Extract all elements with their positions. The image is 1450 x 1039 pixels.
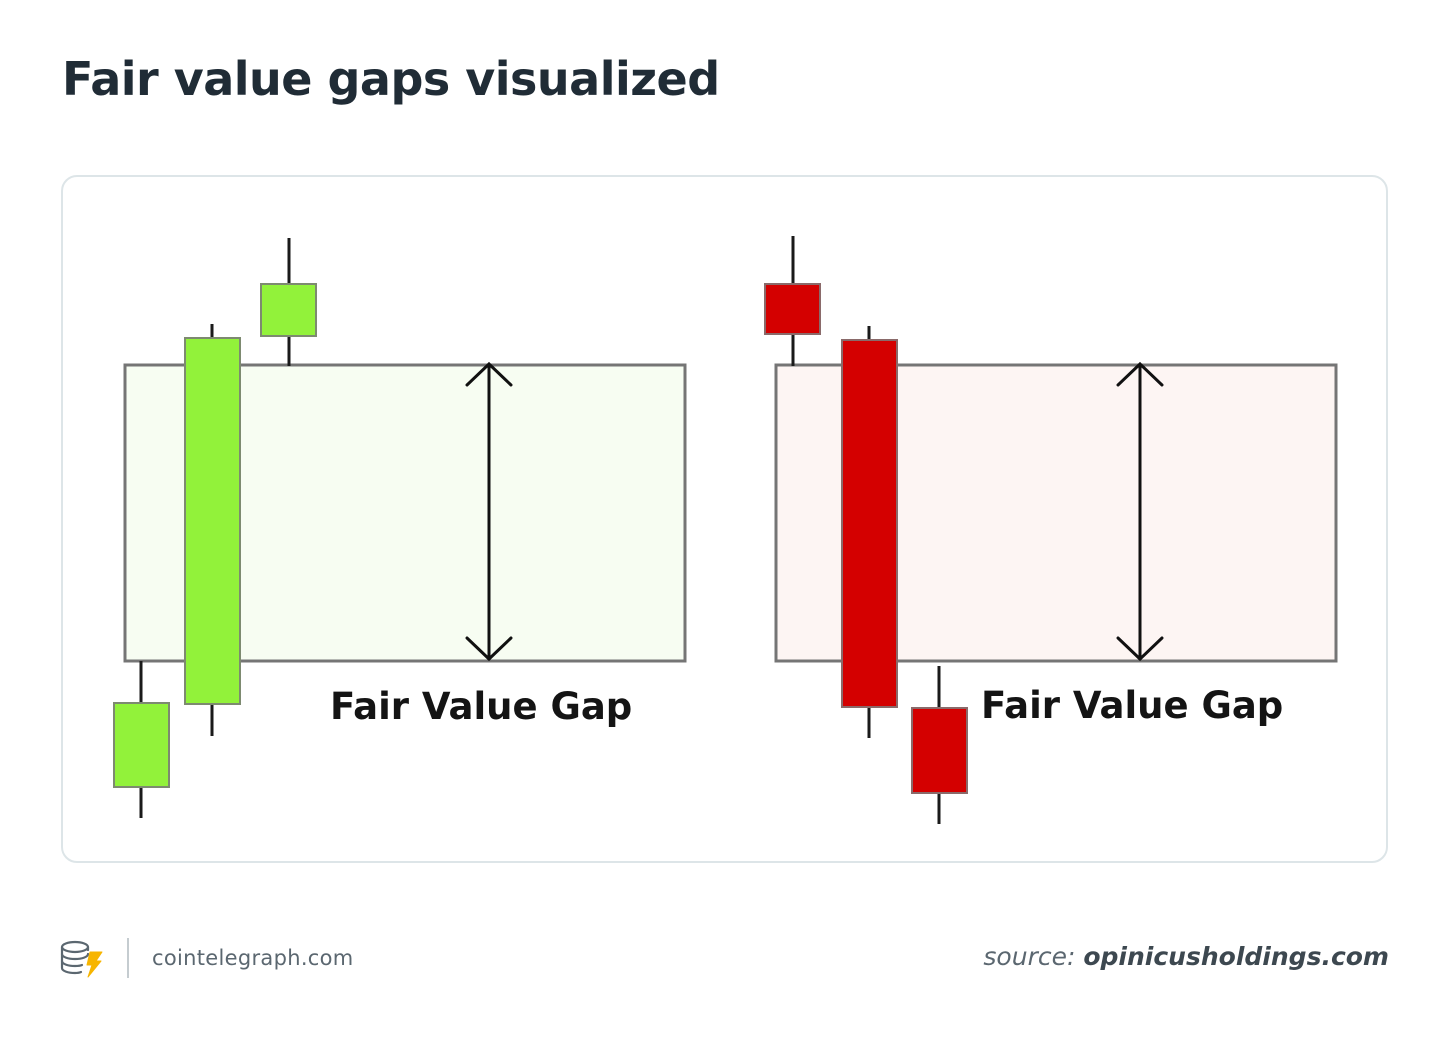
bullish-panel: Fair Value Gap: [113, 238, 687, 818]
bearish-candle-3-body: [911, 707, 968, 794]
bullish-candle-2: [184, 324, 241, 736]
footer-brand: cointelegraph.com: [59, 936, 354, 980]
double-headed-arrow-icon: [1116, 361, 1164, 662]
source-credit: source: opinicusholdings.com: [983, 942, 1389, 971]
page-title: Fair value gaps visualized: [62, 52, 720, 106]
footer-divider: [127, 938, 129, 978]
bearish-candle-1: [764, 236, 821, 366]
source-domain-link[interactable]: opinicusholdings.com: [1083, 942, 1389, 971]
bearish-fvg-label: Fair Value Gap: [981, 684, 1283, 727]
bearish-candle-1-body: [764, 283, 821, 335]
fair-value-gap-diagram: Fair Value Gap: [113, 236, 1338, 824]
bearish-candle-2: [841, 326, 898, 738]
bearish-candle-3: [911, 666, 968, 824]
bullish-candle-3-body: [260, 283, 317, 337]
bullish-candle-3: [260, 238, 317, 366]
bearish-panel: Fair Value Gap: [764, 236, 1338, 824]
diagram-card: Fair Value Gap: [61, 175, 1388, 863]
bearish-candle-2-body: [841, 339, 898, 708]
brand-site-link[interactable]: cointelegraph.com: [152, 946, 354, 970]
bullish-candle-1: [113, 661, 170, 818]
cointelegraph-logo-icon[interactable]: [59, 938, 103, 978]
bullish-candle-1-body: [113, 702, 170, 788]
source-prefix: source:: [983, 942, 1076, 971]
bullish-candle-2-body: [184, 337, 241, 705]
double-headed-arrow-icon: [465, 361, 513, 662]
bullish-fvg-label: Fair Value Gap: [330, 685, 632, 728]
